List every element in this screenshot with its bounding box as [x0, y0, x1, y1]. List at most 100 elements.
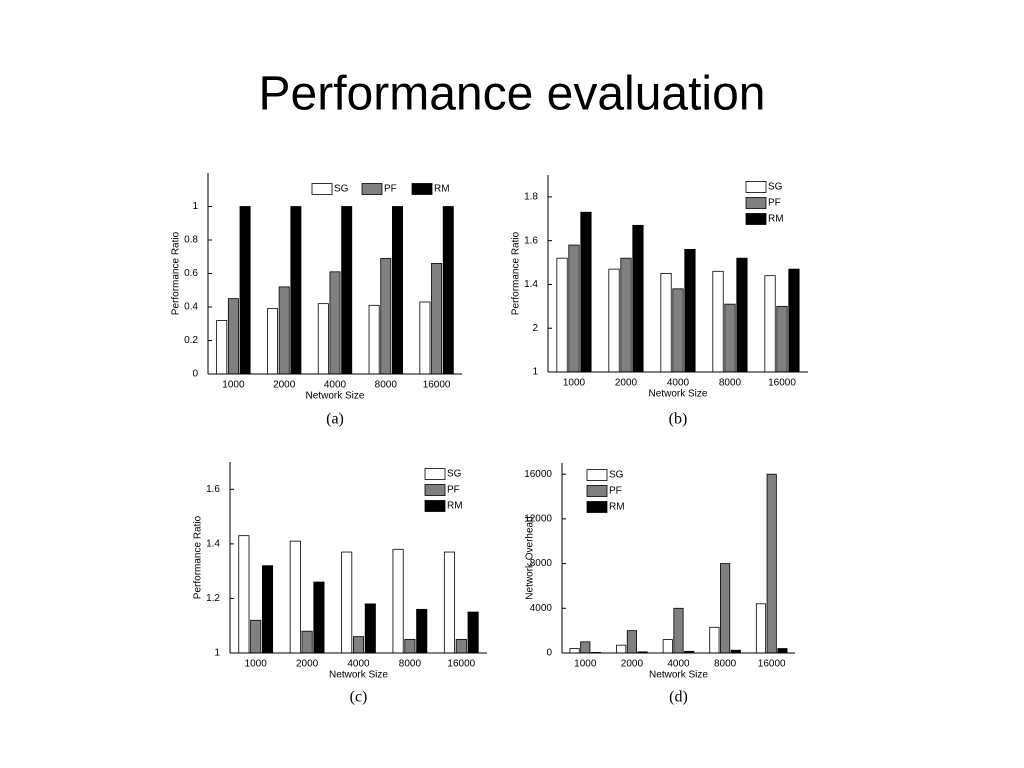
- x-tick-label: 4000: [324, 380, 347, 391]
- bar: [416, 608, 428, 654]
- legend-label: SG: [447, 469, 462, 480]
- bar: [290, 206, 302, 375]
- caption: (b): [669, 411, 688, 428]
- bar: [392, 548, 404, 654]
- y-tick-label: 1.4: [206, 538, 220, 549]
- x-tick-label: 4000: [347, 659, 370, 670]
- bar: [317, 303, 329, 375]
- y-tick-label: 0.6: [184, 268, 198, 279]
- legend-swatch: [745, 213, 767, 225]
- bar: [608, 268, 620, 373]
- bar: [556, 257, 568, 373]
- y-tick-label: 1.4: [524, 279, 538, 290]
- bar: [720, 563, 731, 654]
- x-axis-label: Network Size: [329, 670, 388, 681]
- y-tick-label: 0: [192, 369, 198, 380]
- y-axis-label: Performance Ratio: [171, 231, 182, 315]
- bar: [278, 286, 290, 375]
- bar: [620, 257, 632, 373]
- legend-swatch: [424, 500, 446, 512]
- x-tick-label: 4000: [667, 659, 690, 670]
- bar: [419, 301, 431, 375]
- bar: [724, 303, 736, 373]
- x-axis-label: Network Size: [306, 391, 365, 402]
- y-tick-label: 8000: [530, 558, 553, 569]
- x-tick-label: 2000: [273, 380, 296, 391]
- bar: [341, 206, 353, 375]
- bar: [467, 611, 479, 654]
- x-tick-label: 1000: [245, 659, 268, 670]
- bar: [568, 244, 580, 373]
- y-axis-label: Performance Ratio: [511, 231, 522, 315]
- bar: [392, 206, 403, 375]
- x-tick-label: 1000: [563, 378, 586, 389]
- x-tick-label: 16000: [447, 659, 475, 670]
- bar: [289, 540, 301, 654]
- legend-label: SG: [768, 182, 783, 193]
- bar: [709, 626, 720, 654]
- caption: (d): [669, 689, 688, 706]
- caption: (a): [326, 411, 344, 428]
- legend-label: SG: [609, 470, 624, 481]
- caption: (c): [350, 689, 368, 706]
- y-tick-label: 1.2: [206, 593, 220, 604]
- legend-swatch: [586, 485, 608, 497]
- bar: [216, 319, 228, 375]
- x-tick-label: 16000: [758, 659, 786, 670]
- bar: [672, 288, 684, 373]
- y-tick-label: 12000: [524, 514, 552, 525]
- y-tick-label: 0: [546, 648, 552, 659]
- legend-swatch: [745, 197, 767, 209]
- y-axis-label: Performance Ratio: [193, 515, 204, 599]
- bar: [368, 304, 380, 375]
- bar: [788, 268, 800, 373]
- bar: [301, 630, 313, 654]
- legend-label: RM: [447, 501, 463, 512]
- bar: [755, 603, 767, 654]
- legend-swatch: [424, 468, 446, 480]
- y-tick-label: 2: [532, 323, 538, 334]
- legend-swatch: [361, 183, 383, 195]
- legend-swatch: [745, 181, 767, 193]
- x-tick-label: 8000: [375, 380, 398, 391]
- bar: [313, 581, 325, 654]
- x-tick-label: 8000: [719, 378, 742, 389]
- bar: [673, 607, 684, 654]
- bar: [404, 638, 416, 654]
- x-axis-label: Network Size: [649, 389, 708, 400]
- bar: [684, 249, 696, 373]
- bar: [364, 603, 376, 654]
- x-tick-label: 8000: [714, 659, 737, 670]
- bar: [380, 258, 392, 375]
- bar: [442, 206, 454, 375]
- x-tick-label: 16000: [768, 378, 796, 389]
- legend-swatch: [411, 183, 433, 195]
- legend-label: RM: [434, 184, 450, 195]
- bar: [227, 298, 239, 375]
- bar: [238, 535, 250, 654]
- bar: [580, 211, 592, 373]
- bar: [352, 636, 365, 654]
- x-axis-label: Network Size: [649, 670, 708, 681]
- bar: [341, 551, 353, 654]
- y-tick-label: 1: [214, 648, 220, 659]
- slide-title: Performance evaluation: [259, 68, 766, 121]
- bar: [455, 638, 467, 654]
- legend-label: SG: [334, 184, 349, 195]
- legend-swatch: [424, 484, 446, 496]
- y-tick-label: 4000: [530, 603, 553, 614]
- bar: [662, 639, 673, 654]
- legend-label: RM: [768, 214, 784, 225]
- bar: [569, 648, 580, 654]
- y-tick-label: 16000: [524, 469, 552, 480]
- bar: [764, 275, 776, 373]
- y-tick-label: 0.8: [184, 235, 198, 246]
- bar: [777, 648, 788, 654]
- y-tick-label: 1.8: [524, 192, 538, 203]
- y-tick-label: 0.2: [184, 335, 198, 346]
- y-tick-label: 1.6: [206, 484, 220, 495]
- bar: [431, 263, 443, 375]
- legend-swatch: [586, 501, 608, 513]
- x-tick-label: 1000: [222, 380, 245, 391]
